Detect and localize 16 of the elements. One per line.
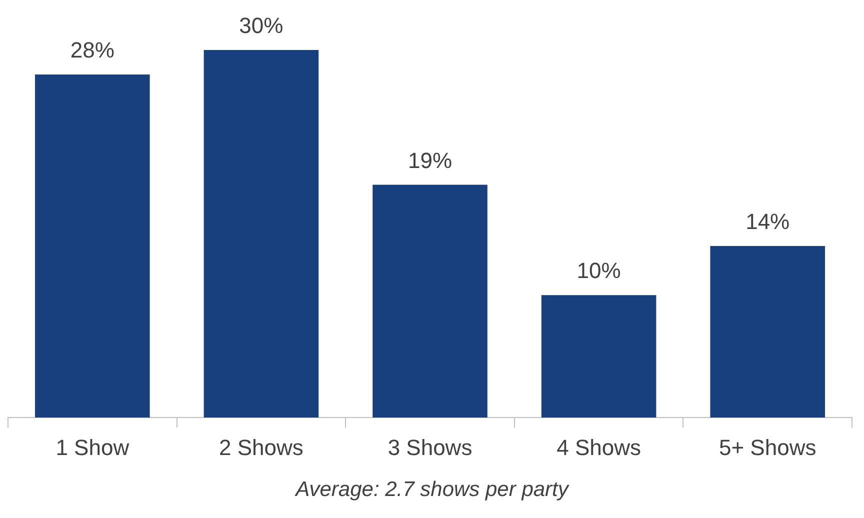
x-tick-label: 3 Shows [388,434,472,460]
data-label: 30% [239,13,284,38]
bar [35,74,150,418]
data-label: 10% [576,258,621,284]
data-label: 28% [70,38,114,63]
x-tick-label: 1 Show [56,434,130,460]
bar [204,50,319,418]
data-label: 19% [408,148,452,173]
x-tick-label: 2 Shows [219,434,304,460]
x-tick-label: 5+ Shows [718,434,816,460]
data-label: 14% [746,209,790,234]
text: Average: 2.7 shows per party [294,478,570,502]
bar [710,246,825,418]
bar [372,184,488,418]
bar [541,295,656,418]
x-tick-label: 4 Shows [556,434,641,460]
